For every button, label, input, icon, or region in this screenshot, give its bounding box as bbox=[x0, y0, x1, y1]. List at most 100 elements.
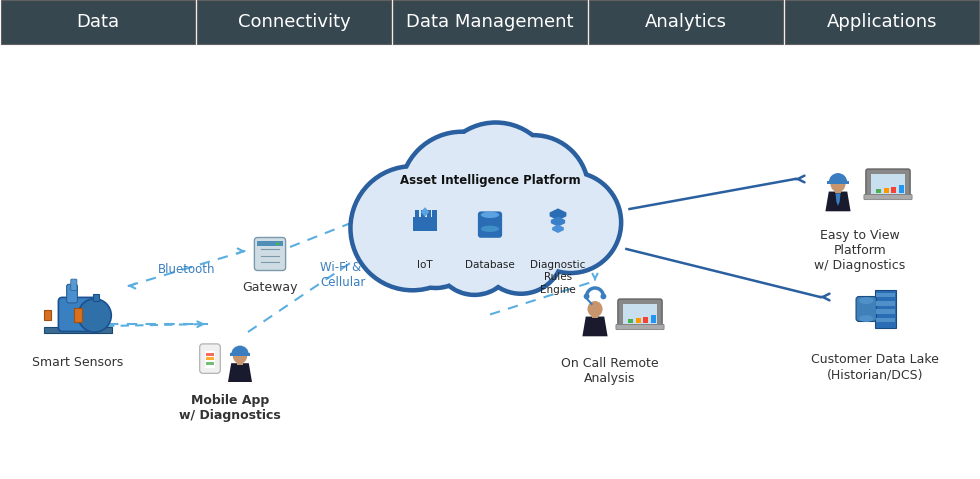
Text: Mobile App
w/ Diagnostics: Mobile App w/ Diagnostics bbox=[179, 394, 281, 422]
FancyBboxPatch shape bbox=[876, 189, 881, 193]
Circle shape bbox=[476, 206, 565, 296]
FancyBboxPatch shape bbox=[415, 210, 419, 218]
Circle shape bbox=[436, 217, 513, 293]
Polygon shape bbox=[551, 217, 565, 227]
FancyBboxPatch shape bbox=[258, 240, 282, 246]
FancyBboxPatch shape bbox=[875, 290, 896, 328]
Circle shape bbox=[517, 170, 623, 275]
FancyBboxPatch shape bbox=[617, 299, 662, 328]
Text: Easy to View
Platform
w/ Diagnostics: Easy to View Platform w/ Diagnostics bbox=[814, 229, 906, 272]
FancyBboxPatch shape bbox=[592, 314, 599, 318]
FancyBboxPatch shape bbox=[623, 304, 657, 324]
FancyBboxPatch shape bbox=[876, 318, 895, 322]
Circle shape bbox=[584, 294, 590, 299]
FancyBboxPatch shape bbox=[857, 297, 876, 321]
FancyBboxPatch shape bbox=[393, 0, 587, 44]
FancyBboxPatch shape bbox=[67, 285, 77, 303]
FancyBboxPatch shape bbox=[827, 181, 849, 183]
Circle shape bbox=[276, 242, 279, 245]
FancyBboxPatch shape bbox=[237, 361, 243, 365]
FancyBboxPatch shape bbox=[876, 293, 895, 297]
FancyBboxPatch shape bbox=[636, 318, 641, 323]
FancyBboxPatch shape bbox=[871, 174, 905, 194]
FancyBboxPatch shape bbox=[892, 186, 897, 193]
Text: Diagnostic
Rules
Engine: Diagnostic Rules Engine bbox=[530, 260, 586, 295]
Text: Database: Database bbox=[466, 260, 514, 270]
Text: IoT: IoT bbox=[417, 260, 433, 270]
Text: Smart Sensors: Smart Sensors bbox=[32, 356, 123, 369]
Circle shape bbox=[398, 210, 473, 286]
FancyBboxPatch shape bbox=[206, 357, 215, 360]
Text: Asset Intelligence Platform: Asset Intelligence Platform bbox=[400, 174, 580, 187]
FancyBboxPatch shape bbox=[229, 353, 251, 355]
FancyBboxPatch shape bbox=[405, 191, 575, 264]
FancyBboxPatch shape bbox=[197, 0, 391, 44]
Circle shape bbox=[434, 120, 558, 244]
Text: Analytics: Analytics bbox=[645, 13, 727, 31]
FancyBboxPatch shape bbox=[205, 351, 216, 368]
FancyBboxPatch shape bbox=[92, 294, 99, 301]
FancyBboxPatch shape bbox=[44, 328, 112, 332]
FancyBboxPatch shape bbox=[864, 194, 912, 200]
FancyBboxPatch shape bbox=[876, 301, 895, 306]
FancyBboxPatch shape bbox=[206, 362, 215, 365]
FancyBboxPatch shape bbox=[44, 310, 52, 319]
FancyBboxPatch shape bbox=[74, 308, 82, 322]
Text: On Call Remote
Analysis: On Call Remote Analysis bbox=[562, 357, 659, 385]
Wedge shape bbox=[231, 346, 249, 354]
Text: Applications: Applications bbox=[827, 13, 937, 31]
FancyBboxPatch shape bbox=[643, 317, 649, 323]
Ellipse shape bbox=[233, 348, 247, 364]
FancyBboxPatch shape bbox=[589, 0, 783, 44]
Ellipse shape bbox=[481, 212, 499, 218]
Text: Bluetooth: Bluetooth bbox=[158, 263, 216, 276]
Polygon shape bbox=[420, 207, 429, 217]
FancyBboxPatch shape bbox=[866, 169, 910, 198]
Text: Customer Data Lake
(Historian/DCS): Customer Data Lake (Historian/DCS) bbox=[811, 353, 939, 381]
Ellipse shape bbox=[859, 297, 873, 304]
Polygon shape bbox=[825, 192, 851, 211]
Circle shape bbox=[476, 133, 591, 248]
Circle shape bbox=[78, 299, 112, 332]
Circle shape bbox=[438, 125, 554, 240]
FancyBboxPatch shape bbox=[413, 217, 437, 231]
Circle shape bbox=[432, 212, 517, 297]
FancyBboxPatch shape bbox=[876, 309, 895, 314]
FancyBboxPatch shape bbox=[1, 0, 195, 44]
FancyBboxPatch shape bbox=[628, 319, 633, 323]
Circle shape bbox=[481, 211, 562, 292]
Circle shape bbox=[601, 294, 607, 299]
Ellipse shape bbox=[481, 226, 499, 232]
Circle shape bbox=[522, 174, 619, 271]
FancyBboxPatch shape bbox=[420, 210, 425, 218]
Polygon shape bbox=[836, 193, 841, 206]
Circle shape bbox=[348, 164, 477, 293]
FancyBboxPatch shape bbox=[426, 210, 431, 218]
Circle shape bbox=[480, 137, 586, 243]
Ellipse shape bbox=[830, 176, 846, 192]
Text: Connectivity: Connectivity bbox=[237, 13, 351, 31]
Text: Data: Data bbox=[76, 13, 120, 31]
FancyBboxPatch shape bbox=[71, 279, 76, 290]
Circle shape bbox=[398, 129, 526, 258]
FancyBboxPatch shape bbox=[884, 188, 889, 193]
FancyBboxPatch shape bbox=[432, 210, 436, 218]
FancyBboxPatch shape bbox=[200, 344, 220, 373]
Ellipse shape bbox=[859, 315, 873, 322]
Circle shape bbox=[393, 205, 478, 290]
Polygon shape bbox=[582, 317, 608, 336]
Polygon shape bbox=[550, 208, 566, 220]
FancyBboxPatch shape bbox=[615, 324, 664, 330]
FancyBboxPatch shape bbox=[899, 185, 904, 193]
Text: Gateway: Gateway bbox=[242, 281, 298, 294]
Text: Data Management: Data Management bbox=[407, 13, 573, 31]
Circle shape bbox=[403, 134, 522, 253]
Ellipse shape bbox=[587, 301, 603, 317]
Circle shape bbox=[353, 169, 472, 288]
FancyBboxPatch shape bbox=[835, 189, 842, 193]
FancyBboxPatch shape bbox=[206, 353, 215, 356]
Polygon shape bbox=[228, 363, 252, 382]
FancyBboxPatch shape bbox=[59, 297, 98, 331]
FancyBboxPatch shape bbox=[478, 211, 502, 238]
FancyBboxPatch shape bbox=[785, 0, 979, 44]
